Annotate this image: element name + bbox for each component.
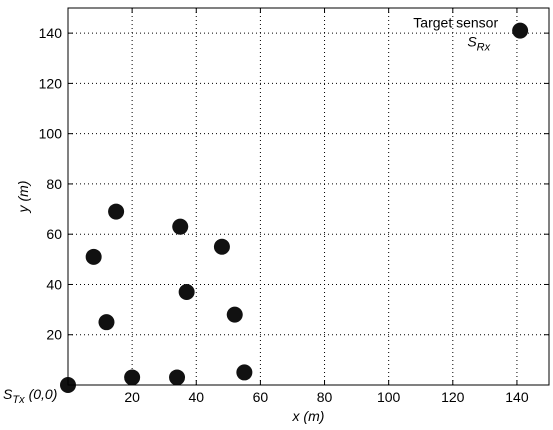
x-tick-label: 100 [377, 389, 401, 405]
origin-coordinates: (0,0) [29, 386, 58, 402]
y-tick-label: 100 [39, 126, 63, 142]
axis-ticks [68, 8, 549, 385]
y-tick-label: 140 [39, 25, 63, 41]
data-points [60, 22, 529, 393]
target-symbol-main: S [467, 34, 477, 50]
y-axis-label: y (m) [15, 181, 31, 214]
sensor-point-7 [85, 248, 102, 265]
sensor-point-6 [226, 306, 243, 323]
sensor-point-2 [169, 369, 186, 386]
y-tick-labels: 20 40 60 80 100 120 140 [39, 25, 63, 343]
x-tick-label: 80 [317, 389, 333, 405]
origin-sensor-label: STx (0,0) [3, 386, 57, 406]
x-tick-labels: 20 40 60 80 100 120 140 [124, 389, 528, 405]
sensor-point-1 [124, 369, 141, 386]
x-tick-label: 120 [441, 389, 465, 405]
y-tick-label: 80 [46, 176, 62, 192]
sensor-point-5 [178, 284, 195, 301]
sensor-point-8 [213, 238, 230, 255]
plot-frame [67, 7, 550, 386]
sensor-point-4 [98, 314, 115, 331]
sensor-point-11 [512, 22, 529, 39]
grid-lines [68, 8, 549, 385]
target-symbol-sub: Rx [477, 42, 491, 54]
x-tick-label: 60 [253, 389, 269, 405]
y-tick-label: 120 [39, 75, 63, 91]
target-sensor-symbol: SRx [467, 34, 490, 54]
sensor-point-9 [172, 218, 189, 235]
x-tick-label: 20 [124, 389, 140, 405]
sensor-point-3 [236, 364, 253, 381]
x-axis-label: x (m) [292, 408, 325, 424]
target-sensor-label: Target sensor [413, 15, 498, 31]
sensor-point-10 [108, 203, 125, 220]
y-tick-label: 20 [46, 327, 62, 343]
x-tick-label: 140 [505, 389, 529, 405]
y-tick-label: 60 [46, 226, 62, 242]
x-tick-label: 40 [188, 389, 204, 405]
y-tick-label: 40 [46, 276, 62, 292]
origin-symbol-main: S [3, 386, 13, 402]
origin-symbol-sub: Tx [12, 394, 25, 406]
